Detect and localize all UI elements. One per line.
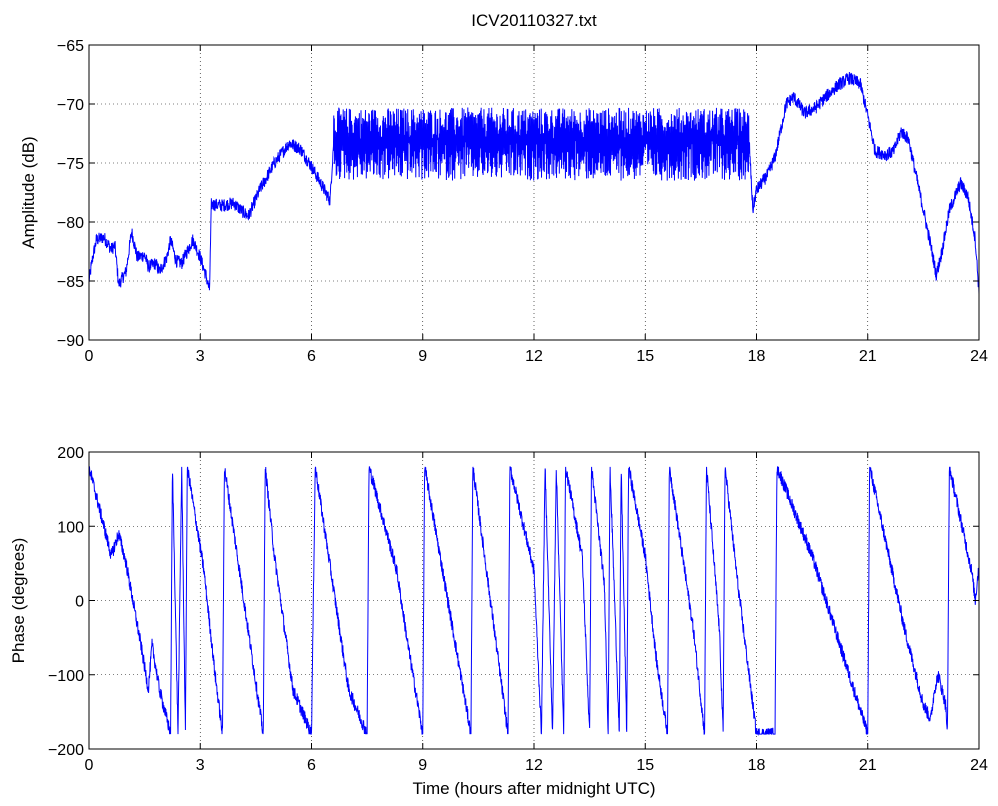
amplitude-xtick-label: 21 (859, 348, 877, 365)
amplitude-xtick-label: 24 (970, 348, 988, 365)
amplitude-ytick-label: −85 (57, 274, 84, 291)
amplitude-xtick-label: 9 (418, 348, 427, 365)
amplitude-ylabel: Amplitude (dB) (19, 136, 38, 248)
amplitude-ytick-label: −80 (57, 215, 84, 232)
phase-xtick-label: 12 (525, 757, 543, 774)
phase-xtick-label: 3 (196, 757, 205, 774)
phase-axes: 0 3 6 9 12 15 18 21 24 −200 −100 0 100 200 Phase (degr… (9, 445, 988, 798)
phase-xtick-label: 18 (748, 757, 766, 774)
phase-xlabel: Time (hours after midnight UTC) (412, 779, 655, 798)
phase-series-line (88, 466, 980, 736)
phase-ytick-label: −200 (48, 742, 84, 759)
phase-xtick-label: 24 (970, 757, 988, 774)
amplitude-xtick-label: 3 (196, 348, 205, 365)
phase-ytick-label: 200 (57, 445, 84, 462)
phase-ylabel: Phase (degrees) (9, 538, 28, 664)
chart-title: ICV20110327.txt (471, 11, 597, 30)
amplitude-xtick-label: 18 (748, 348, 766, 365)
phase-xtick-label: 9 (418, 757, 427, 774)
phase-xtick-label: 0 (85, 757, 94, 774)
phase-xtick-label: 15 (636, 757, 654, 774)
amplitude-series-line (88, 71, 980, 295)
amplitude-xtick-label: 0 (85, 348, 94, 365)
phase-ytick-label: 100 (57, 519, 84, 536)
phase-ytick-label: 0 (75, 594, 84, 611)
amplitude-xtick-label: 12 (525, 348, 543, 365)
amplitude-xtick-label: 15 (636, 348, 654, 365)
phase-xtick-label: 6 (307, 757, 316, 774)
phase-xtick-label: 21 (859, 757, 877, 774)
amplitude-axes: 0 3 6 9 12 15 18 21 24 −90 −85 −80 −75 −70 −65 Amplitud… (19, 38, 988, 365)
amplitude-xtick-label: 6 (307, 348, 316, 365)
phase-ytick-label: −100 (48, 668, 84, 685)
amplitude-ytick-label: −90 (57, 333, 84, 350)
amplitude-ytick-label: −65 (57, 38, 84, 55)
amplitude-ytick-label: −75 (57, 156, 84, 173)
amplitude-ytick-label: −70 (57, 97, 84, 114)
